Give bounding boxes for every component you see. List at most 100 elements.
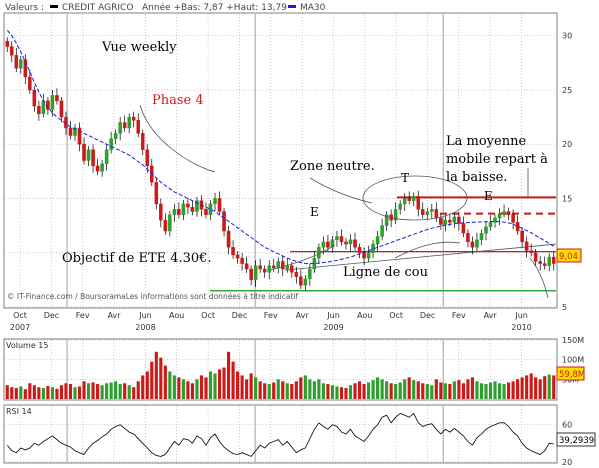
candle [204, 202, 208, 219]
volume-bar [77, 386, 82, 399]
rsi-badge: 39,2939 [556, 432, 596, 447]
candle [430, 203, 434, 219]
ma30-line [6, 29, 554, 265]
candle [402, 193, 407, 211]
candle [493, 214, 497, 228]
volume-bar [240, 375, 244, 399]
candle [393, 202, 398, 224]
volume-bar [389, 383, 393, 399]
volume-bar [163, 365, 167, 399]
candle [168, 210, 172, 237]
volume-bar [475, 381, 479, 399]
volume-bar [511, 381, 515, 399]
volume-bar [28, 383, 32, 399]
volume-bar [285, 383, 289, 399]
objectif-arrow [269, 244, 336, 271]
volume-badge: 59,8M [556, 366, 585, 381]
annotation-moyenne-line3: la baisse. [446, 170, 507, 185]
candle [524, 236, 529, 258]
volume-bar [380, 379, 384, 399]
month-tick-label: Dec [232, 311, 247, 320]
candle [335, 231, 339, 247]
volume-bar [267, 384, 271, 399]
annotation-e-left: E [310, 205, 319, 219]
candle [533, 248, 538, 267]
ma-legend-swatch [288, 5, 296, 8]
candle [411, 192, 416, 207]
candle [303, 274, 308, 291]
volume-bar [493, 381, 497, 399]
volume-bar [461, 383, 465, 399]
candle [398, 200, 402, 215]
candle [159, 198, 163, 228]
candle [222, 207, 226, 237]
candle [5, 37, 10, 52]
price-tick-label: 20 [562, 140, 572, 149]
candle [470, 236, 475, 255]
volume-bar [141, 375, 145, 399]
candle [231, 240, 235, 259]
volume-bar [439, 382, 443, 399]
candle [479, 229, 484, 246]
volume-bar [150, 361, 154, 399]
candle [163, 213, 168, 235]
volume-bar [10, 387, 14, 399]
phase4-arrow [139, 104, 216, 173]
candle [285, 258, 290, 273]
volume-tick-label: 100M [562, 356, 584, 365]
chart-header: Valeurs : CREDIT AGRICO Année +Bas: 7,87… [5, 2, 326, 13]
candle [195, 196, 199, 217]
volume-bar [276, 379, 280, 399]
volume-bar [105, 383, 109, 399]
candle [226, 225, 231, 255]
volume-bar [538, 379, 542, 399]
volume-bar [50, 387, 55, 399]
month-tick-label: Avr [296, 311, 310, 320]
candle [55, 88, 59, 105]
candle [240, 252, 244, 271]
candle [32, 86, 37, 112]
candle [366, 245, 371, 262]
candle [140, 129, 145, 156]
volume-bar [479, 383, 484, 399]
candle [109, 131, 113, 154]
volume-bar [46, 386, 50, 399]
rsi-badge-box [556, 432, 596, 447]
volume-bar [213, 373, 217, 399]
month-tick-label: Oct [13, 311, 27, 320]
candle [145, 144, 150, 173]
price-badge-box [556, 248, 582, 263]
volume-bar [502, 384, 506, 399]
candle [68, 120, 73, 140]
volume-bar [484, 384, 488, 399]
candle [208, 200, 213, 221]
month-tick-label: Jun [514, 311, 528, 320]
annotation-ligne-cou: Ligne de cou [343, 265, 428, 280]
volume-bar [294, 381, 298, 399]
candle [466, 229, 470, 248]
volume-bar [506, 382, 511, 399]
volume-bar [59, 385, 64, 399]
candle [127, 113, 131, 134]
candle [23, 54, 28, 84]
volume-bar [403, 379, 407, 399]
volume-bar [416, 381, 420, 399]
year-tick-label: 2009 [323, 323, 343, 332]
volume-bar [258, 381, 262, 399]
volume-bar [470, 377, 475, 399]
month-tick-label: Oct [389, 311, 403, 320]
volume-bar [547, 374, 551, 399]
candle [542, 256, 547, 270]
stock-legend-swatch [50, 5, 58, 8]
price-tick-label: 25 [562, 86, 572, 95]
volume-bar [529, 373, 533, 399]
price-badge: 9,04 [556, 248, 582, 263]
volume-bar [272, 382, 276, 399]
volume-bar [443, 383, 447, 399]
copyright-text: © IT-Finance.com / BoursoramaLes informa… [7, 292, 299, 301]
candle [190, 200, 195, 216]
month-tick-label: Fev [264, 311, 278, 320]
candle [37, 100, 41, 121]
volume-bar [425, 384, 429, 399]
volume-bar [371, 380, 375, 399]
